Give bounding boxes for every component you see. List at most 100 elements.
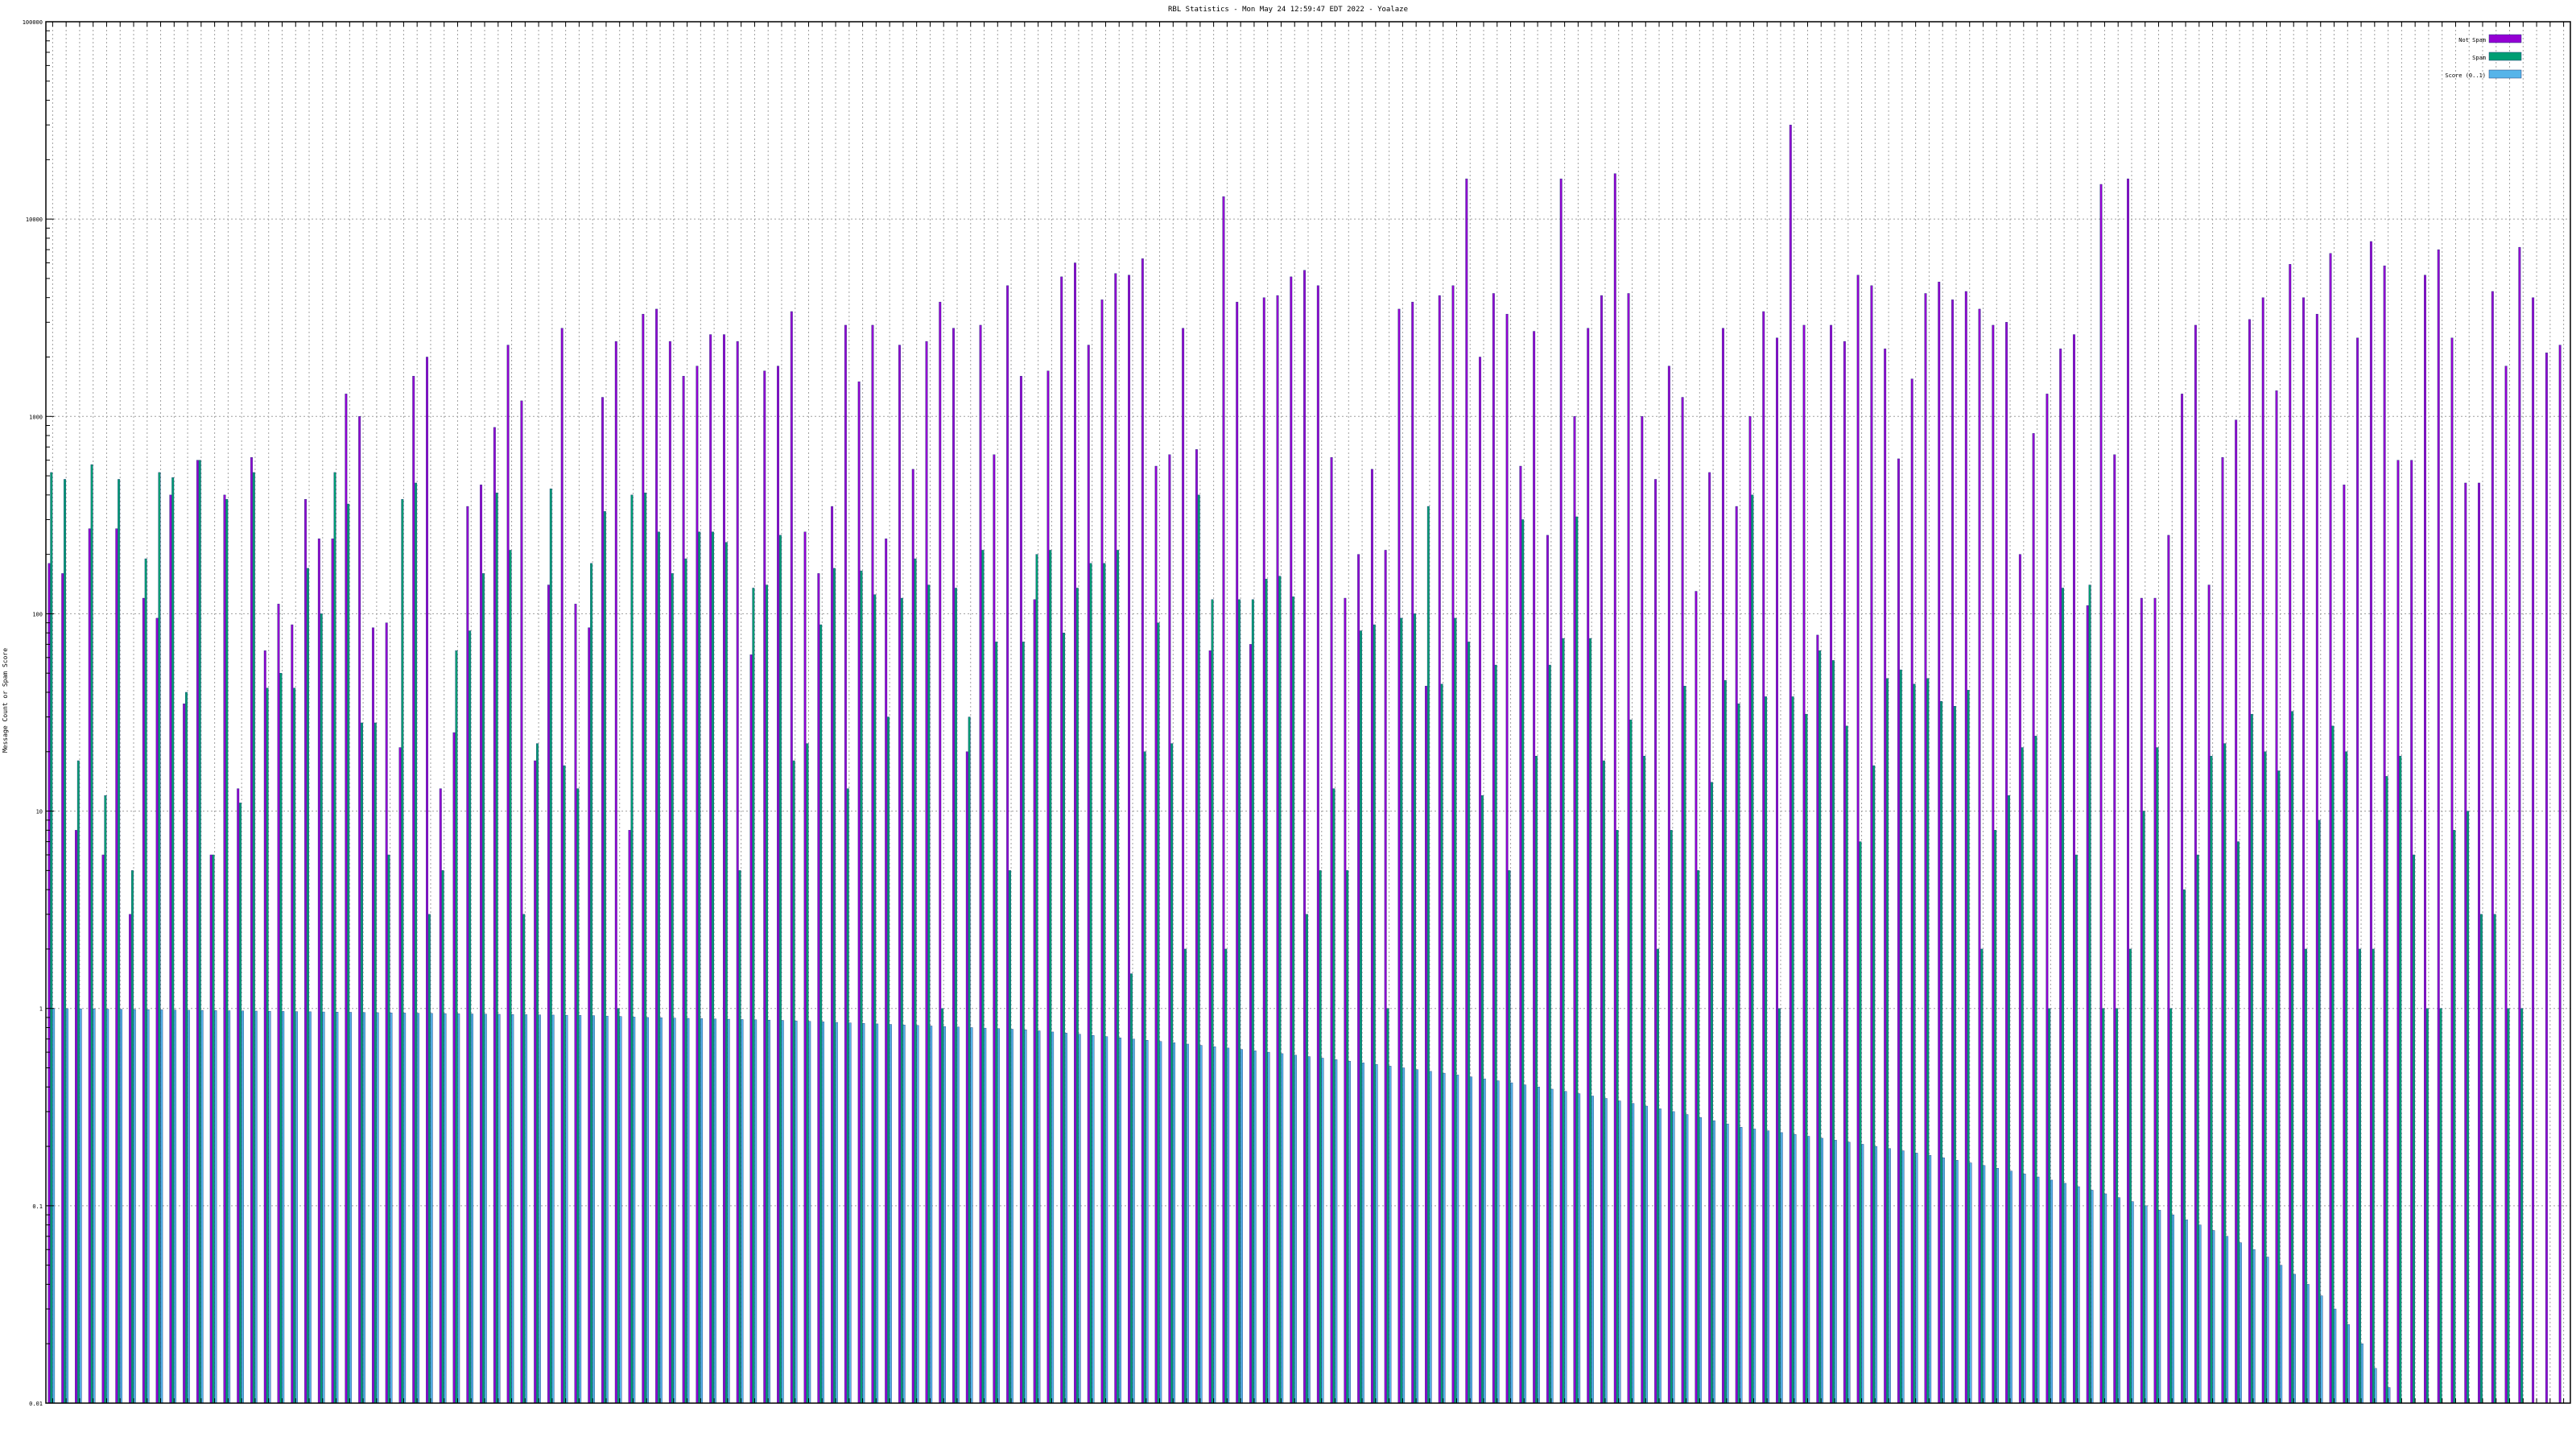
not-spam-bar [547, 584, 550, 1404]
spam-bar [2116, 1008, 2119, 1404]
score-bar [633, 1017, 636, 1404]
not-spam-bar [2248, 319, 2251, 1404]
not-spam-bar [2032, 433, 2035, 1404]
score-bar [1780, 1132, 1783, 1404]
spam-bar [279, 673, 283, 1404]
score-bar [538, 1014, 541, 1404]
not-spam-bar [1681, 397, 1684, 1404]
spam-bar [387, 854, 390, 1404]
spam-bar [981, 550, 985, 1404]
not-spam-bar [2153, 597, 2157, 1404]
spam-bar [415, 482, 418, 1404]
spam-bar [2062, 588, 2064, 1404]
spam-bar [1480, 795, 1484, 1404]
spam-bar [158, 472, 161, 1404]
score-bar [2037, 1176, 2040, 1404]
not-spam-bar [898, 345, 901, 1404]
spam-bar [171, 477, 175, 1404]
score-bar [1969, 1162, 1972, 1404]
not-spam-bar [2127, 178, 2129, 1404]
spam-bar [590, 563, 593, 1404]
spam-bar [684, 558, 687, 1404]
not-spam-bar [965, 751, 968, 1404]
score-bar [1983, 1165, 1986, 1404]
score-bar [1307, 1056, 1311, 1404]
not-spam-bar [1600, 295, 1603, 1404]
not-spam-bar [1316, 285, 1319, 1404]
spam-bar [104, 795, 107, 1404]
not-spam-bar [1735, 506, 1738, 1404]
spam-bar [90, 464, 93, 1404]
y-tick-label: 0.1 [32, 1203, 43, 1210]
legend-label: Spam [2472, 55, 2486, 61]
not-spam-bar [777, 365, 779, 1404]
spam-bar [1292, 597, 1295, 1404]
spam-bar [1373, 624, 1376, 1404]
spam-bar [198, 460, 201, 1404]
not-spam-bar [1951, 299, 1954, 1404]
spam-bar [832, 568, 836, 1404]
score-bar [713, 1018, 716, 1404]
not-spam-bar [2396, 460, 2400, 1404]
score-bar [1915, 1153, 1918, 1404]
score-bar [1632, 1103, 1635, 1404]
score-bar [1875, 1146, 1878, 1404]
score-bar [1726, 1123, 1729, 1404]
legend-label: Not Spam [2458, 37, 2486, 43]
not-spam-bar [1924, 293, 1927, 1404]
spam-bar [50, 472, 53, 1404]
not-spam-bar [952, 328, 956, 1404]
score-bar [1604, 1098, 1608, 1404]
not-spam-bar [709, 334, 712, 1404]
spam-bar [1913, 683, 1916, 1404]
spam-bar [563, 765, 566, 1404]
spam-bar [1967, 690, 1970, 1404]
score-bar [822, 1022, 825, 1404]
not-spam-bar [2140, 597, 2143, 1404]
spam-bar [1845, 725, 1848, 1404]
not-spam-bar [1856, 275, 1860, 1404]
not-spam-bar [2450, 337, 2454, 1404]
score-bar [484, 1013, 487, 1404]
spam-bar [2021, 747, 2024, 1404]
score-bar [65, 1008, 68, 1404]
score-bar [1996, 1167, 1999, 1404]
not-spam-bar [2072, 334, 2075, 1404]
spam-bar [2479, 914, 2483, 1404]
not-spam-bar [115, 528, 118, 1404]
spam-bar [2169, 1008, 2173, 1404]
score-bar [1672, 1111, 1675, 1404]
not-spam-bar [2356, 337, 2359, 1404]
score-bar [1901, 1150, 1905, 1404]
spam-bar [1143, 751, 1146, 1404]
spam-bar [1414, 613, 1417, 1404]
not-spam-bar [452, 732, 456, 1404]
spam-bar [1211, 599, 1214, 1404]
not-spam-bar [2302, 297, 2306, 1404]
not-spam-bar [1479, 357, 1482, 1404]
score-bar [2117, 1197, 2120, 1404]
score-bar [1888, 1148, 1891, 1404]
spam-bar [1117, 550, 1120, 1404]
not-spam-bar [1519, 465, 1522, 1404]
spam-bar [1548, 664, 1551, 1404]
spam-bar [252, 472, 255, 1404]
not-spam-bar [1613, 173, 1616, 1404]
not-spam-bar [1114, 273, 1117, 1404]
not-spam-bar [317, 539, 320, 1404]
spam-bar [846, 788, 849, 1404]
spam-bar [1508, 870, 1511, 1404]
score-bar [889, 1024, 892, 1404]
not-spam-bar [250, 456, 253, 1404]
not-spam-bar [466, 506, 469, 1404]
score-bar [1712, 1120, 1715, 1404]
spam-bar [873, 594, 877, 1404]
not-spam-bar [1546, 535, 1549, 1404]
not-spam-bar [209, 854, 213, 1404]
y-tick-label: 10 [36, 809, 43, 815]
not-spam-bar [979, 324, 982, 1404]
spam-bar [2318, 819, 2321, 1404]
spam-bar [1818, 650, 1822, 1404]
not-spam-bar [911, 469, 914, 1404]
not-spam-bar [1397, 308, 1401, 1404]
